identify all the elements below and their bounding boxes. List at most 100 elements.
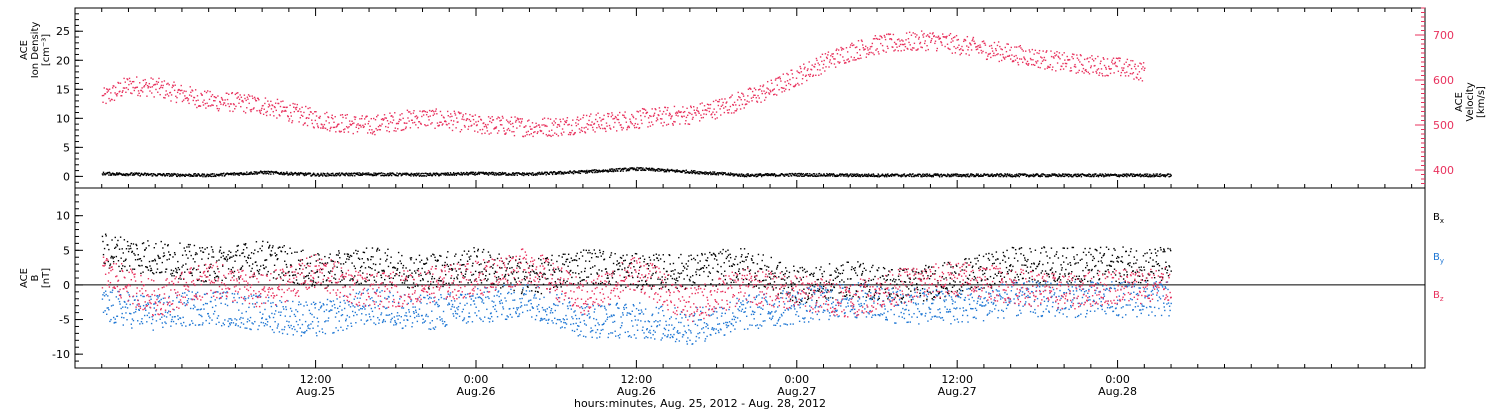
density-point: [249, 172, 252, 174]
velocity-point: [1037, 60, 1039, 62]
velocity-point: [852, 59, 854, 61]
b-bx-point: [594, 265, 596, 267]
density-point: [279, 172, 282, 174]
b-bx-point: [390, 283, 393, 285]
b-bx-point: [600, 255, 602, 257]
velocity-point: [663, 121, 665, 124]
velocity-point: [130, 82, 133, 85]
velocity-point: [238, 98, 241, 101]
b-bx-point: [220, 256, 222, 259]
density-point: [590, 171, 593, 173]
velocity-point: [908, 41, 910, 44]
b-bx-point: [416, 269, 419, 272]
velocity-point: [927, 48, 929, 51]
velocity-point: [680, 111, 682, 113]
density-point: [112, 174, 115, 176]
velocity-point: [1117, 70, 1120, 72]
b-bx-point: [310, 270, 313, 272]
velocity-point: [1106, 58, 1109, 60]
b-bx-point: [136, 248, 138, 250]
density-point: [806, 172, 809, 175]
density-point: [471, 173, 473, 175]
velocity-point: [1017, 61, 1019, 64]
density-point: [477, 172, 479, 175]
density-point: [963, 174, 965, 176]
b-bx-point: [283, 245, 285, 247]
b-bx-point: [163, 252, 165, 254]
b-bx-point: [438, 279, 440, 282]
b-bx-point: [642, 255, 644, 257]
velocity-point: [874, 38, 876, 40]
velocity-point: [735, 110, 738, 112]
b-bx-point: [315, 281, 317, 284]
velocity-point: [931, 33, 934, 35]
velocity-point: [1071, 56, 1073, 58]
velocity-point: [673, 120, 675, 123]
density-point: [286, 171, 288, 173]
b-bx-point: [444, 261, 446, 264]
b-bx-point: [517, 262, 519, 265]
b-bx-point: [266, 273, 268, 276]
velocity-point: [612, 126, 615, 128]
density-point: [1018, 175, 1021, 178]
b-bx-point: [512, 256, 514, 258]
right-tick-label: 700: [1433, 29, 1454, 42]
b-bx-point: [494, 270, 497, 273]
b-bx-point: [148, 244, 150, 247]
density-point: [1133, 173, 1135, 176]
b-bx-point: [674, 269, 676, 271]
b-bx-point: [358, 258, 361, 260]
b-bx-point: [542, 283, 545, 286]
velocity-point: [740, 98, 742, 101]
velocity-point: [252, 108, 255, 110]
density-point: [832, 175, 834, 177]
velocity-point: [365, 116, 367, 118]
velocity-point: [596, 120, 599, 123]
b-bx-point: [301, 259, 304, 261]
density-point: [464, 173, 466, 176]
b-bx-point: [193, 244, 196, 247]
density-point: [1149, 176, 1152, 178]
b-bx-point: [161, 271, 163, 273]
velocity-point: [371, 133, 374, 135]
b-bx-point: [426, 257, 428, 259]
velocity-point: [254, 98, 256, 100]
density-point: [250, 171, 252, 173]
density-point: [681, 171, 683, 174]
velocity-point: [875, 49, 877, 51]
velocity-point: [468, 125, 470, 128]
density-point: [982, 175, 984, 177]
velocity-point: [950, 41, 952, 43]
velocity-point: [1026, 63, 1028, 65]
density-point: [865, 175, 867, 177]
b-bx-point: [468, 256, 470, 258]
velocity-point: [770, 79, 772, 82]
b-bx-point: [317, 252, 319, 255]
b-bx-point: [291, 252, 293, 254]
velocity-point: [152, 84, 155, 86]
b-bx-point: [663, 260, 666, 263]
density-point: [357, 172, 359, 174]
velocity-point: [312, 112, 314, 115]
density-point: [535, 173, 538, 175]
velocity-point: [1080, 63, 1083, 66]
density-point: [911, 175, 913, 178]
b-bx-point: [130, 247, 132, 250]
b-bx-point: [426, 259, 429, 261]
velocity-point: [910, 48, 912, 51]
density-point: [1080, 176, 1083, 178]
velocity-point: [145, 83, 147, 86]
velocity-point: [788, 88, 791, 91]
velocity-point: [342, 116, 344, 119]
b-bx-point: [456, 278, 459, 280]
left-tick-label: 0: [63, 170, 70, 183]
b-bx-point: [182, 264, 184, 266]
velocity-point: [191, 90, 194, 92]
velocity-point: [836, 48, 838, 50]
velocity-point: [573, 133, 575, 135]
b-bx-point: [582, 249, 585, 251]
density-point: [771, 174, 774, 176]
b-bx-point: [688, 255, 690, 257]
density-point: [151, 175, 154, 177]
velocity-point: [804, 75, 807, 77]
